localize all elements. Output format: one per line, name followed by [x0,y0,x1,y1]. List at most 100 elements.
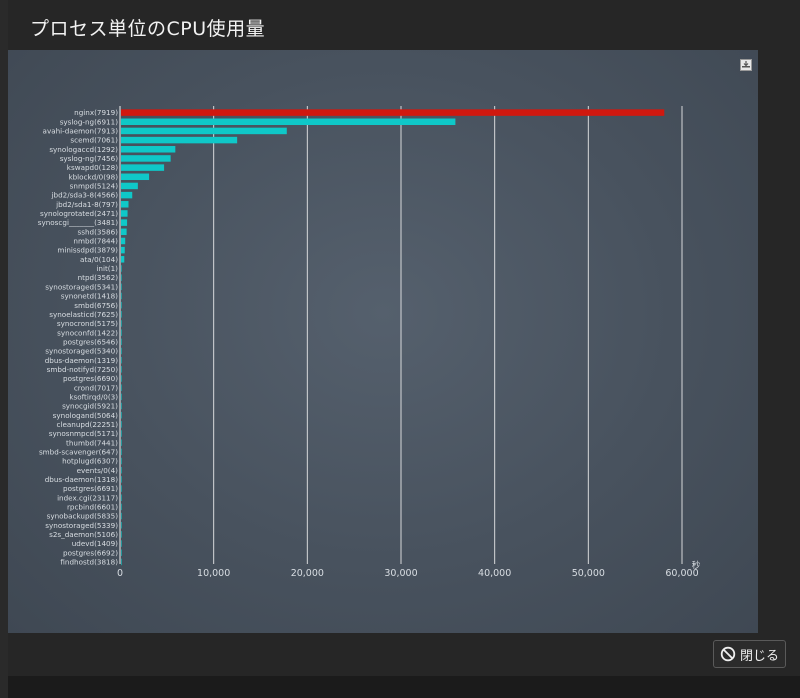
process-label: snmpd(5124) [70,182,119,191]
cpu-bar [121,182,138,190]
process-label: smbd-scavenger(647) [39,447,118,456]
process-label: synoelasticd(7625) [49,310,118,319]
process-label: ntpd(3562) [78,273,119,282]
x-axis-unit-label: 秒 [692,560,701,571]
cpu-bar [121,347,122,355]
cpu-bar [121,531,122,538]
process-label: postgres(6692) [63,548,118,557]
x-tick-label: 10,000 [197,568,230,579]
cpu-bar [121,485,122,492]
cpu-bar [121,301,122,309]
cpu-bar [121,476,122,483]
x-tick-label: 30,000 [384,568,417,579]
process-label: postgres(6546) [63,337,118,346]
cpu-bar [121,109,665,116]
process-label: events/0(4) [77,466,119,475]
cpu-bar [121,411,122,419]
process-label: synologand(5064) [53,411,119,420]
cpu-bar [121,430,122,437]
cpu-bar [121,448,122,456]
process-label: synocgid(5921) [62,402,118,411]
process-label: synostoraged(5341) [45,282,118,291]
cpu-bar [121,164,165,171]
cpu-bar [121,503,122,511]
process-label: synosnmpcd(5171) [49,429,118,438]
cpu-bar [121,118,456,126]
cpu-bar [121,219,128,226]
cpu-bar [121,366,122,373]
cpu-bar [121,338,122,346]
cpu-bar [121,228,127,236]
process-label: minissdpd(3879) [57,246,118,255]
cpu-bar [121,457,122,465]
process-label: thumbd(7441) [66,438,118,447]
cpu-bar [121,292,122,300]
process-label: sshd(3586) [77,227,118,236]
cpu-bar [121,521,122,529]
close-button[interactable]: 閉じる [713,640,786,668]
cpu-bar [121,320,122,327]
process-label: postgres(6690) [63,374,118,383]
chart-panel: 0 10,000 20,000 30,000 40,000 50,000 60,000 秒 ng… [8,50,758,633]
cpu-bar [121,549,122,556]
process-label: synocrond(5175) [57,319,118,328]
cpu-bar [121,439,122,446]
cpu-bar [121,402,122,410]
close-button-label: 閉じる [739,648,779,664]
cpu-bar [121,246,125,254]
cpu-bar [121,512,122,520]
process-label: scemd(7061) [70,136,118,145]
process-label: dbus-daemon(1319) [45,356,118,365]
cpu-bar [121,146,176,153]
x-tick-label: 50,000 [572,568,605,579]
cpu-bar [121,173,150,181]
cpu-bar [121,393,122,401]
process-label: init(1) [96,264,118,273]
cpu-bar [121,329,122,336]
cpu-bar [121,494,122,501]
background-page [0,0,8,698]
process-label: index.cgi(23117) [57,493,118,502]
process-label: jbd2/sda3-8(4566) [51,191,119,200]
cpu-bar [121,237,126,245]
process-label: syslog-ng(7456) [60,154,119,163]
cpu-bar [121,136,238,144]
process-label: rpcbind(6601) [67,502,118,511]
cpu-bar [121,466,122,474]
cpu-bar [121,421,122,428]
x-tick-label: 60,000 [665,568,698,579]
process-label: hotplugd(6307) [62,457,118,466]
prohibited-icon [720,646,736,662]
process-label: crond(7017) [74,383,118,392]
process-label: cleanupd(22251) [57,420,119,429]
process-label: syslog-ng(6911) [60,117,119,126]
process-label: avahi-daemon(7913) [43,127,119,136]
process-label: synologaccd(1292) [49,145,118,154]
cpu-bar [121,155,171,162]
process-label: smbd(6756) [74,301,118,310]
cpu-bar [121,356,122,364]
cpu-bar [121,384,122,391]
process-label: postgres(6691) [63,484,118,493]
process-label: synonetd(1418) [61,292,118,301]
cpu-bar [121,210,128,217]
process-label: s2s_daemon(5106) [49,530,118,539]
process-label: synostoraged(5340) [45,347,118,356]
cpu-bar [121,311,122,318]
cpu-bar [121,283,122,291]
cpu-bar [121,558,122,566]
process-label: synoscgi_______(3481) [38,218,118,227]
process-label: kblockd/0(98) [68,172,118,181]
process-label: dbus-daemon(1318) [45,475,118,484]
dialog-title: プロセス単位のCPU使用量 [30,18,266,40]
cpu-bar [121,540,122,547]
process-label: findhostd(3818) [60,558,118,567]
process-label: synobackupd(5835) [47,512,119,521]
x-tick-label: 0 [117,568,123,579]
cpu-bar [121,265,122,272]
cpu-bar [121,375,122,382]
cpu-bar [121,201,129,208]
download-icon[interactable] [740,56,752,71]
process-label: synoconfd(1422) [57,328,118,337]
